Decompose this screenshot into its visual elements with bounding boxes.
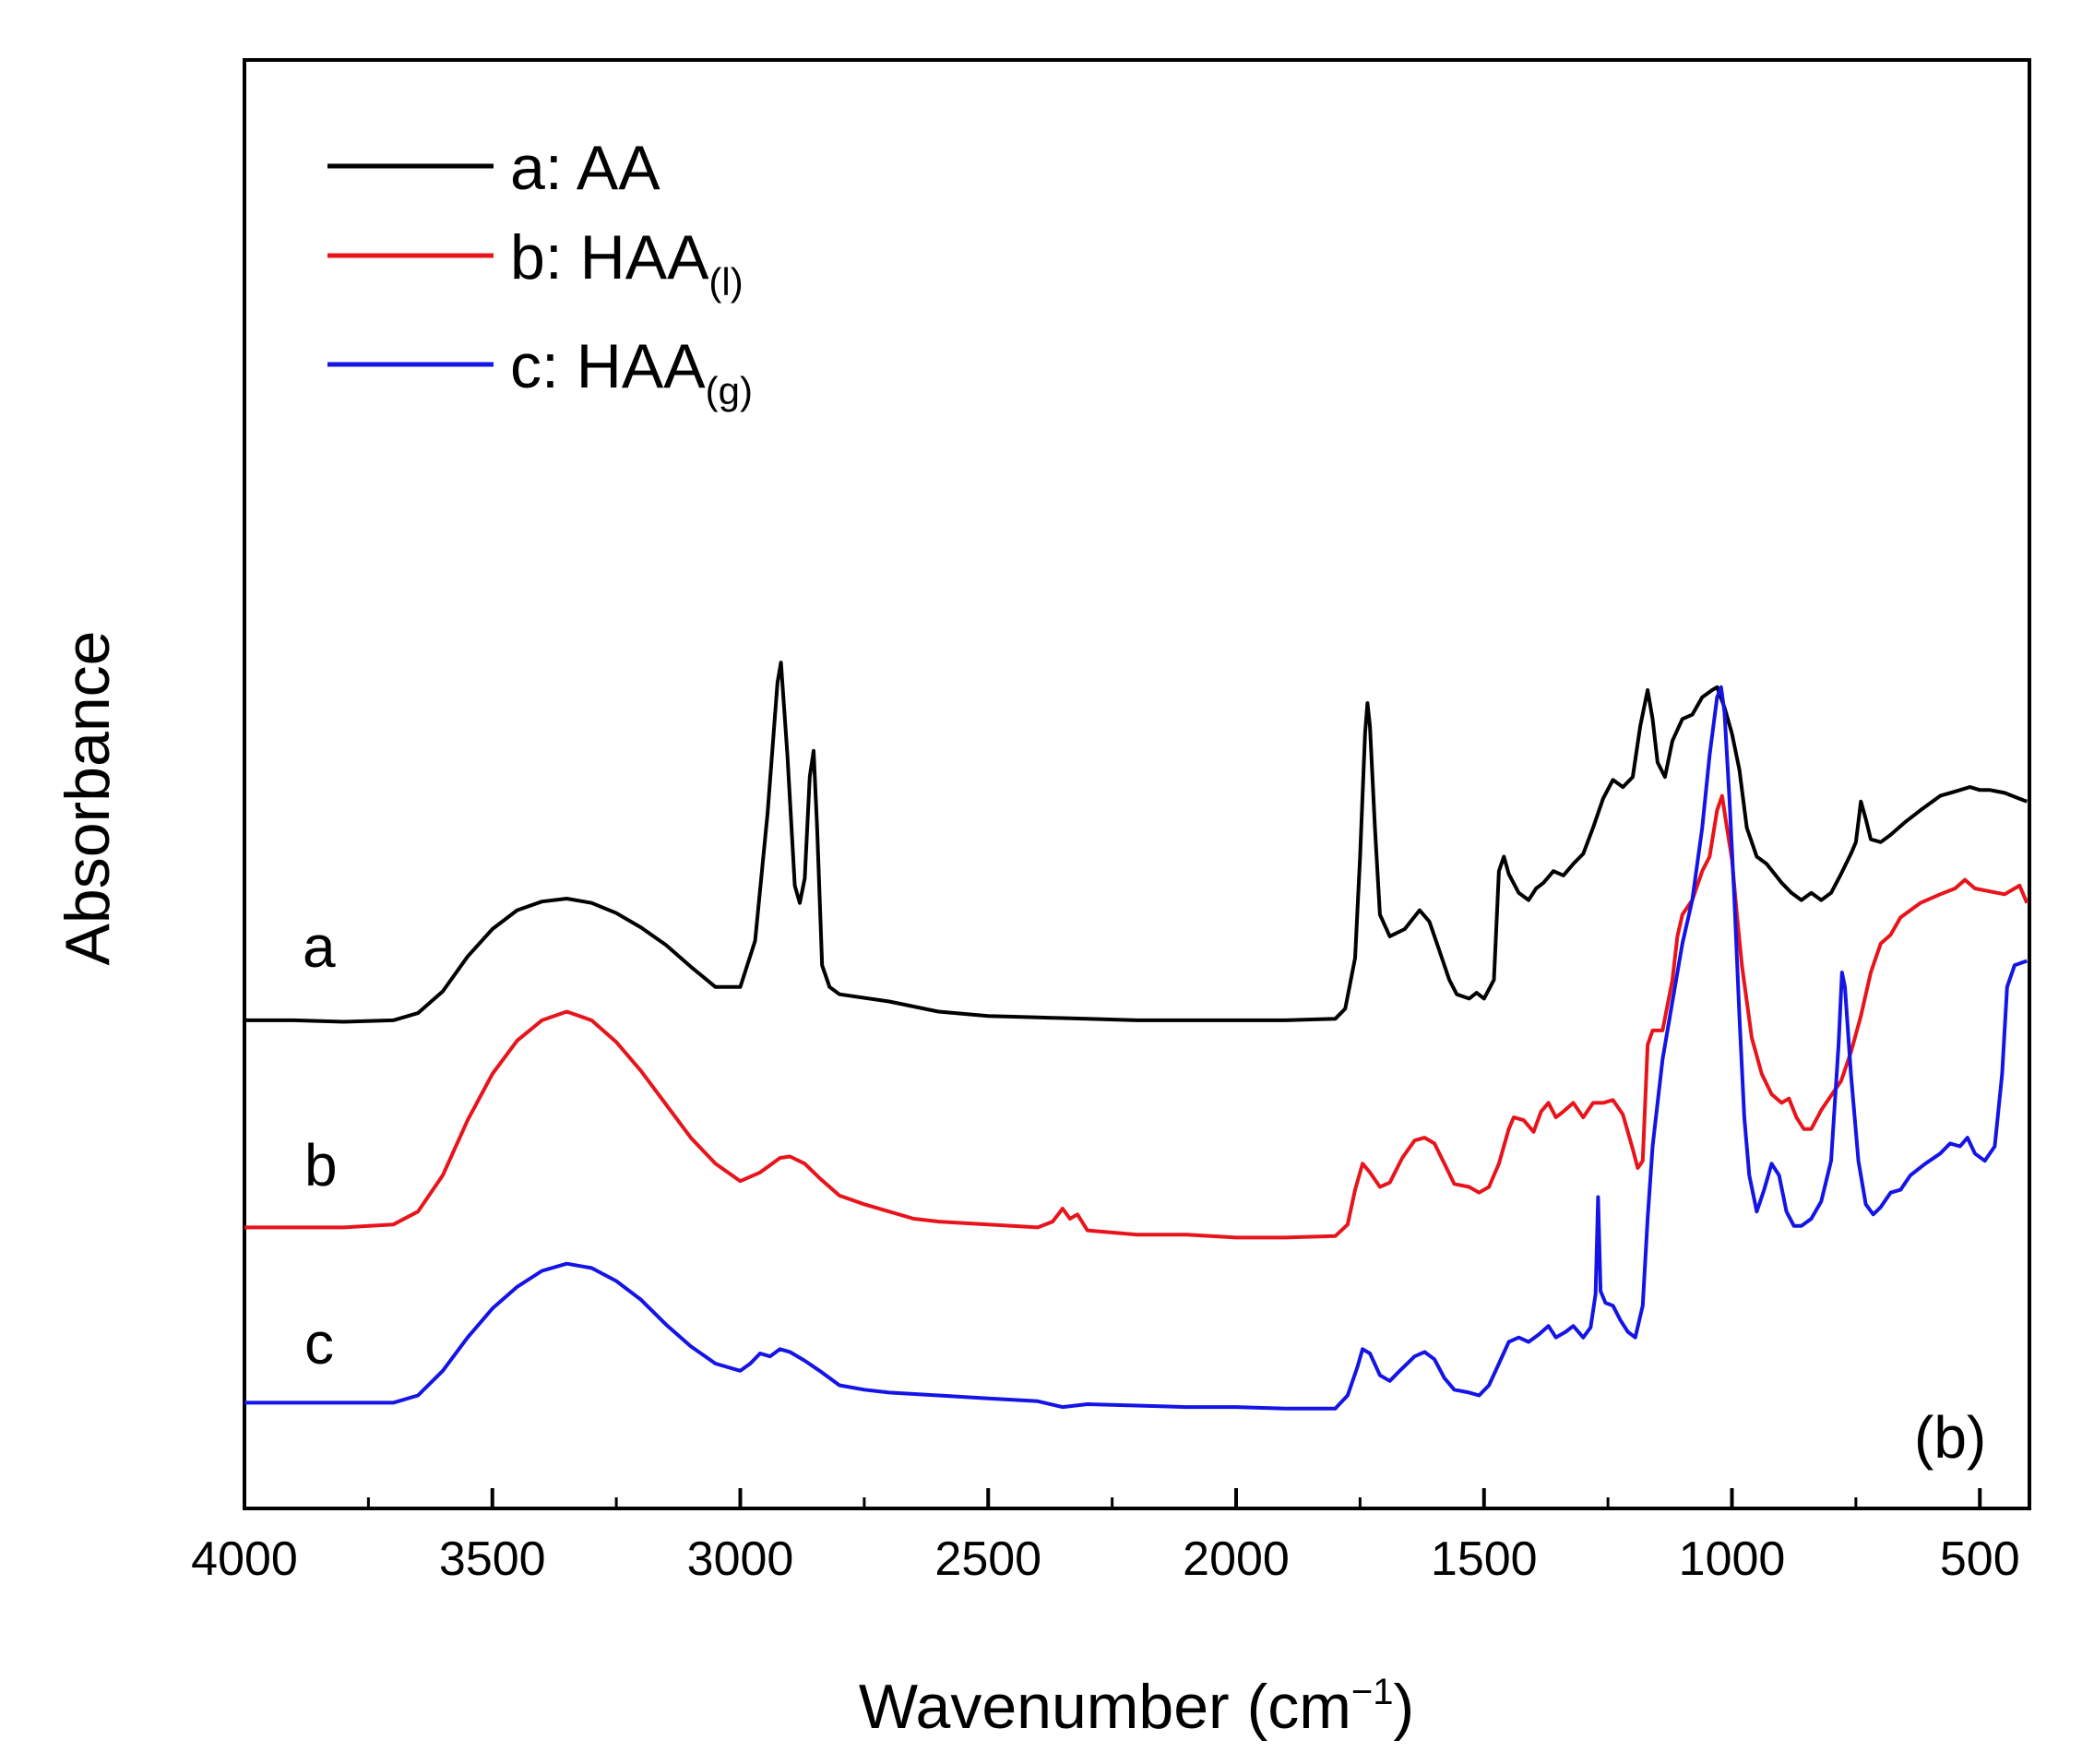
series-line-b <box>244 793 2029 1240</box>
y-axis-title: Absorbance <box>53 631 123 966</box>
legend-text-a: a: AA <box>510 133 660 203</box>
x-tick-label-500: 500 <box>1940 1532 2020 1586</box>
series-line-a <box>244 661 2029 1024</box>
legend-text-c: c: HAA(g) <box>510 331 753 412</box>
x-axis-title: Wavenumber (cm−1) <box>859 1672 1414 1742</box>
x-tick-label-2500: 2500 <box>934 1532 1041 1586</box>
panel-label: (b) <box>1914 1404 1986 1471</box>
x-axis-ticks: 4000 3500 3000 2500 2000 1500 1000 500 <box>191 1488 2020 1586</box>
x-tick-label-1000: 1000 <box>1679 1532 1786 1586</box>
plot-area-frame <box>243 58 2031 1510</box>
series-line-c <box>244 685 2028 1411</box>
legend: a: AA b: HAA(l) c: HAA(g) <box>327 133 753 412</box>
x-tick-label-3000: 3000 <box>687 1532 794 1586</box>
curve-label-b: b <box>304 1132 338 1198</box>
spectrum-curves <box>244 661 2029 1411</box>
legend-text-b: b: HAA(l) <box>510 222 744 304</box>
x-tick-label-3500: 3500 <box>439 1532 546 1586</box>
x-tick-label-4000: 4000 <box>191 1532 298 1586</box>
curve-label-a: a <box>303 913 336 980</box>
x-tick-label-2000: 2000 <box>1183 1532 1290 1586</box>
x-tick-label-1500: 1500 <box>1431 1532 1538 1586</box>
curve-label-c: c <box>304 1310 334 1377</box>
